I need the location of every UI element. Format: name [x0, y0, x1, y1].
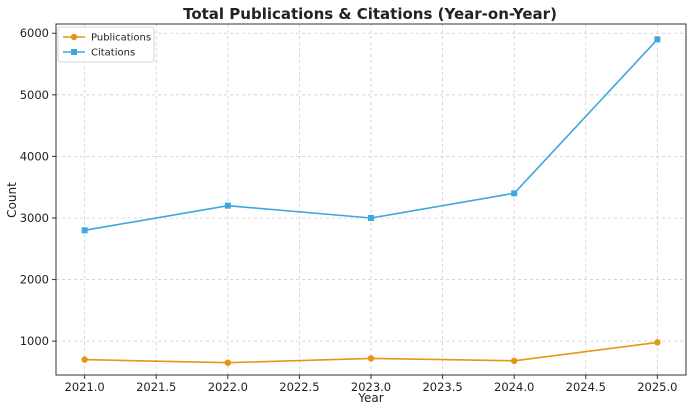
x-tick-label: 2024.5	[566, 380, 606, 394]
y-tick-label: 2000	[20, 273, 49, 287]
x-axis-ticks: 2021.0 2021.5 2022.0 2022.5 2023.0 2023.5 2024…	[65, 375, 677, 394]
legend: Publications Citations	[57, 26, 155, 63]
legend-publications-marker	[70, 33, 78, 41]
legend-citations-label: Citations	[91, 48, 135, 59]
x-tick-label: 2021.0	[65, 380, 105, 394]
x-tick-label: 2022.0	[208, 380, 248, 394]
x-tick-label: 2022.5	[279, 380, 319, 394]
grid-lines	[56, 24, 686, 375]
y-tick-label: 1000	[20, 334, 49, 348]
legend-citations-marker	[71, 49, 77, 55]
publications-point	[224, 359, 232, 366]
legend-publications-label: Publications	[91, 33, 151, 44]
y-axis-label: Count	[5, 182, 19, 218]
y-tick-label: 3000	[20, 211, 49, 225]
legend-box	[57, 26, 155, 63]
x-axis-label: Year	[357, 391, 383, 405]
y-tick-label: 6000	[20, 26, 49, 40]
y-axis-ticks: 1000 2000 3000 4000 5000 6000	[20, 26, 56, 348]
x-tick-label: 2023.5	[422, 380, 462, 394]
publications-point	[654, 339, 661, 346]
publications-point	[81, 356, 88, 363]
chart-title: Total Publications & Citations (Year-on-…	[183, 5, 557, 23]
x-tick-label: 2023.0	[351, 380, 391, 394]
series-layer	[81, 36, 661, 366]
citations-point	[81, 227, 88, 234]
y-tick-label: 4000	[20, 149, 49, 163]
x-tick-label: 2024.0	[494, 380, 534, 394]
y-tick-label: 5000	[20, 88, 49, 102]
citations-point	[224, 202, 231, 209]
publications-point	[367, 355, 375, 362]
publications-point	[510, 357, 518, 365]
citations-point	[511, 190, 518, 197]
citations-point	[368, 214, 374, 221]
x-tick-label: 2025.0	[637, 380, 677, 394]
x-tick-label: 2021.5	[136, 380, 176, 394]
citations-point	[654, 36, 661, 43]
